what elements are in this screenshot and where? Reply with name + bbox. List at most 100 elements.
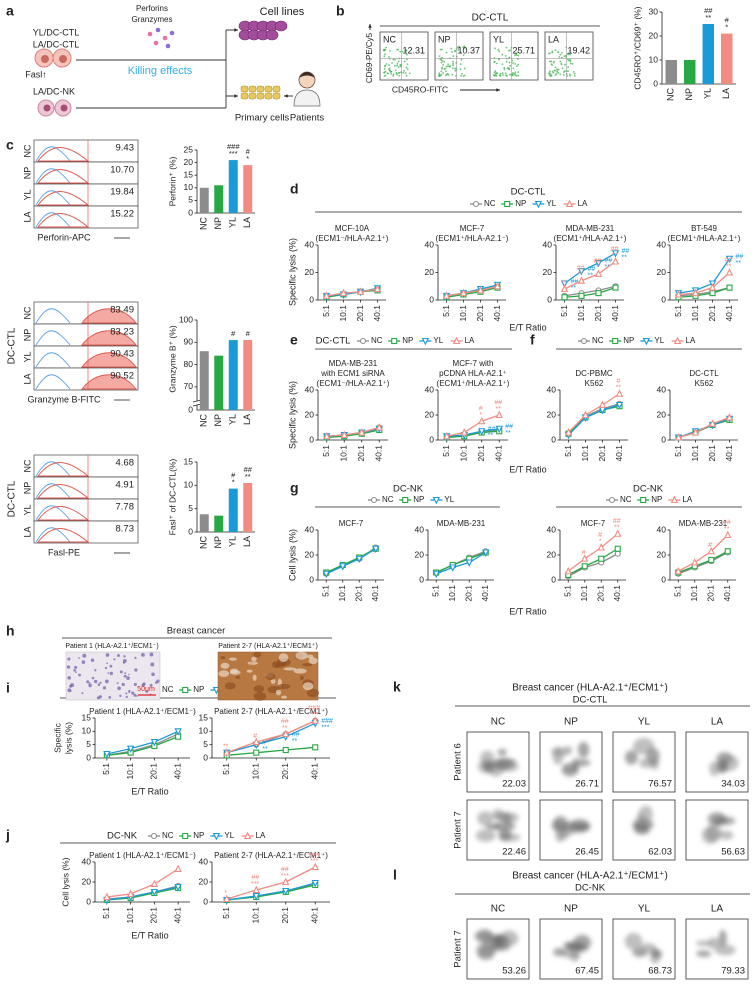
y-tick-label: 5 (188, 503, 193, 513)
data-point (126, 889, 135, 898)
chart-title: DC-PBMC (575, 369, 613, 378)
chart-title: MDA-MB-231 (566, 224, 615, 233)
ihc-stain (283, 667, 297, 671)
series-line (568, 404, 620, 436)
flow-dot (509, 49, 512, 52)
data-point (150, 888, 159, 897)
flow-dot (438, 75, 440, 77)
ihc-nucleus (75, 671, 77, 674)
data-point (614, 529, 622, 537)
legend-label: NP (515, 199, 526, 208)
data-point (150, 738, 159, 747)
ihc-nucleus (150, 662, 155, 667)
panel-letter: h (6, 623, 15, 639)
molecule (169, 30, 175, 36)
data-point (449, 564, 457, 572)
significance: ** (262, 746, 268, 753)
ihc-stain (252, 674, 257, 681)
flow-dot (567, 66, 570, 69)
flow-dot (563, 70, 566, 72)
flow-dot (442, 72, 444, 74)
data-point (581, 410, 590, 419)
data-point (614, 545, 621, 552)
ihc-stain (282, 661, 287, 665)
flow-dot (457, 49, 460, 51)
significance: * (725, 23, 728, 32)
flow-dot (559, 73, 562, 76)
tumor-image (612, 918, 676, 980)
flow-dot (516, 51, 519, 53)
y-tick-label: 5 (86, 739, 91, 749)
data-point (182, 832, 189, 840)
flow-dot (390, 72, 393, 75)
ihc-nucleus (105, 653, 110, 657)
y-tick-label: 20 (415, 549, 425, 559)
data-point (612, 337, 619, 345)
x-tick-label: 20:1 (280, 763, 290, 780)
ihc-stain (272, 661, 280, 668)
cell-line (274, 20, 288, 32)
x-tick-label: YL (703, 88, 713, 99)
data-point (640, 496, 647, 504)
flow-dot (442, 63, 445, 66)
flow-dot (569, 53, 571, 56)
cell-label: YL/DC-CTL (33, 27, 80, 37)
flow-dot (396, 48, 399, 51)
primary-cell (240, 92, 249, 100)
data-point (472, 200, 480, 208)
series-line (226, 722, 316, 754)
x-tick-label: LA (242, 536, 252, 547)
series-line (677, 534, 729, 572)
data-point (725, 268, 734, 276)
significance: ## (736, 254, 744, 261)
series-line (567, 553, 619, 577)
series-line (325, 548, 377, 574)
significance: ## (251, 874, 259, 881)
bar (214, 515, 224, 532)
significance: ** (705, 13, 711, 22)
flow-dot (405, 74, 408, 77)
blob (561, 948, 580, 959)
row-label: YL (22, 189, 32, 200)
x-tick-label: 5:1 (221, 907, 231, 919)
significance: # (231, 471, 236, 480)
y-tick-label: 15 (82, 712, 92, 722)
data-point (598, 400, 607, 409)
flow-dot (462, 54, 465, 56)
primary-cell (240, 85, 249, 93)
x-tick-label: YL (228, 414, 238, 425)
significance: # (262, 740, 266, 747)
x-tick-label: 40:1 (492, 305, 502, 322)
ihc-stain (278, 653, 289, 662)
flow-dot (509, 64, 512, 67)
x-tick-label: 40:1 (372, 305, 382, 322)
flow-dot (463, 67, 466, 70)
flow-dot (508, 61, 511, 64)
flow-dot (511, 73, 514, 76)
ihc-nucleus (141, 653, 145, 657)
y-axis-label: Specific lysis (%) (287, 238, 297, 306)
x-tick-label: 20:1 (149, 763, 159, 780)
x-tick-label: 20:1 (596, 585, 606, 602)
flow-dot (493, 71, 496, 74)
series-line (106, 868, 179, 898)
blob (577, 741, 590, 758)
x-tick-label: NP (213, 414, 223, 427)
flow-dot (404, 72, 407, 74)
significance: # (253, 733, 257, 740)
x-tick-label: 20:1 (354, 585, 364, 602)
data-point (493, 281, 502, 290)
flow-value: 19.42 (567, 45, 590, 55)
significance: # (231, 329, 236, 338)
ihc-nucleus (91, 676, 95, 680)
sample-histogram (81, 352, 137, 368)
tumor-blob (551, 816, 591, 843)
significance: ** (292, 738, 298, 745)
data-point (594, 259, 603, 268)
significance: *** (321, 725, 329, 732)
data-point (608, 496, 616, 504)
x-tick-label: 40:1 (374, 445, 384, 462)
panel-letter: e (290, 332, 298, 348)
ihc-nucleus (97, 683, 101, 686)
chart-title: MDA-MB-231 (679, 519, 728, 528)
